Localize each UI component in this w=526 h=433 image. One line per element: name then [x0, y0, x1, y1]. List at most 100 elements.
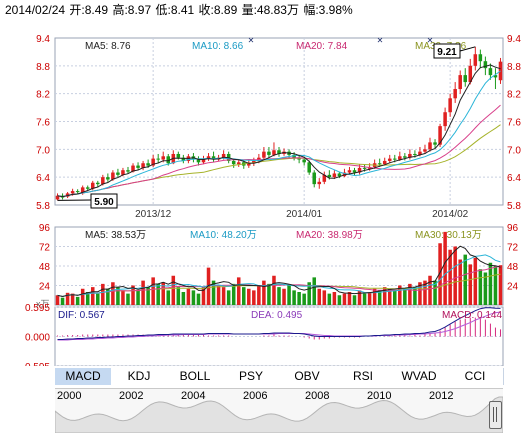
volume-bar — [393, 290, 397, 305]
candle-body — [221, 153, 226, 158]
candle-body — [55, 195, 60, 200]
candle-body — [75, 191, 80, 193]
volume-bar — [146, 287, 150, 305]
candle-body — [387, 158, 392, 161]
volume-bar — [80, 288, 85, 305]
price-y-tick-left: 9.4 — [36, 34, 50, 45]
volume-bar — [65, 292, 70, 305]
navigator-year-label: 2012 — [429, 390, 454, 402]
tab-cci[interactable]: CCI — [447, 368, 504, 385]
volume-bar — [478, 269, 483, 305]
volume-bar — [493, 266, 498, 305]
candle-body — [382, 160, 387, 165]
candle-body — [473, 54, 478, 66]
tab-psy[interactable]: PSY — [223, 368, 280, 385]
high-label: 9.21 — [437, 47, 457, 58]
candle-body — [443, 112, 447, 127]
candle-body — [131, 165, 135, 172]
navigator-year-label: 2002 — [119, 390, 144, 402]
candle-body — [453, 89, 457, 99]
timeline-navigator[interactable]: 2000 2002 2004 2006 2008 2010 2012 — [55, 388, 503, 433]
volume-bar — [418, 282, 422, 305]
volume-bar — [121, 290, 125, 305]
dea-legend: DEA: 0.495 — [251, 310, 303, 321]
candle-body — [488, 68, 493, 76]
candle-body — [181, 157, 186, 161]
price-y-tick-left: 8.2 — [36, 90, 50, 101]
ma10-legend: MA10: 8.66 — [192, 41, 244, 52]
candle-body — [377, 163, 382, 165]
tab-macd[interactable]: MACD — [55, 368, 112, 385]
candle-body — [146, 163, 150, 166]
vol-ma20-legend: MA20: 38.98万 — [296, 230, 363, 241]
volume-bar — [463, 254, 468, 305]
price-x-label: 2014/01 — [286, 209, 323, 220]
volume-bar — [272, 275, 276, 305]
volume-y-tick-left: 96 — [39, 223, 51, 234]
volume-bar — [443, 231, 447, 305]
volume-bar — [277, 287, 281, 305]
candle-body — [201, 158, 206, 163]
price-y-tick-right: 8.8 — [507, 62, 521, 73]
vol-ma5-line — [57, 245, 501, 298]
candle-body — [96, 182, 100, 185]
candle-body — [106, 177, 110, 180]
candle-body — [141, 163, 145, 168]
candle-body — [322, 174, 327, 182]
candle-body — [126, 170, 130, 172]
chart-canvas[interactable]: 9.4 9.4 8.8 8.8 8.2 8.2 7.6 7.6 7.0 7.0 6.4 6.4 5.8 5… — [0, 0, 526, 366]
quote-date: 2014/02/24 — [5, 3, 66, 17]
volume-bar — [206, 267, 211, 305]
candle-body — [206, 156, 211, 159]
volume-bar — [357, 290, 362, 305]
volume-bar — [332, 292, 337, 305]
candle-body — [211, 156, 216, 160]
candle-body — [85, 187, 90, 189]
volume-y-tick-left: 72 — [39, 243, 51, 254]
navigator-year-label: 2006 — [243, 390, 268, 402]
price-y-tick-left: 7.0 — [36, 145, 50, 156]
volume-bar — [382, 287, 387, 305]
volume-bar — [352, 295, 357, 305]
candle-body — [302, 159, 306, 163]
volume-bar — [221, 287, 226, 305]
volume-bar — [287, 285, 291, 305]
volume-y-tick-left: 24 — [39, 282, 51, 293]
candle-body — [262, 151, 266, 158]
tab-boll[interactable]: BOLL — [167, 368, 224, 385]
tab-kdj[interactable]: KDJ — [111, 368, 168, 385]
volume-bar — [236, 277, 241, 305]
volume-bar — [398, 285, 402, 305]
tab-obv[interactable]: OBV — [279, 368, 336, 385]
macd-y-tick: -0.595 — [22, 362, 51, 366]
volume-bar — [312, 277, 316, 305]
candle-body — [231, 160, 236, 165]
price-y-tick-right: 5.8 — [507, 201, 521, 212]
price-y-tick-left: 6.4 — [36, 173, 50, 184]
vol-ma10-line — [57, 254, 501, 298]
volume-bar — [85, 292, 90, 305]
tab-wvad[interactable]: WVAD — [391, 368, 448, 385]
volume-bar — [292, 290, 296, 305]
volume-bar — [337, 295, 342, 305]
volume-bar — [176, 287, 181, 305]
macd-y-tick: 0.000 — [25, 333, 50, 344]
candle-body — [252, 160, 256, 164]
candle-body — [236, 162, 241, 165]
candle-body — [448, 98, 452, 113]
price-y-tick-left: 5.8 — [36, 201, 50, 212]
ma20-legend: MA20: 7.84 — [296, 41, 348, 52]
quote-open: 开:8.49 — [69, 3, 109, 17]
volume-bar — [252, 290, 256, 305]
candle-body — [418, 151, 422, 155]
range-handle-left[interactable] — [489, 401, 502, 429]
tab-rsi[interactable]: RSI — [335, 368, 392, 385]
volume-bar — [498, 265, 503, 305]
candle-body — [468, 65, 473, 83]
quote-close: 收:8.89 — [198, 3, 238, 17]
volume-bar — [297, 292, 301, 305]
candle-body — [413, 153, 417, 155]
candle-body — [408, 153, 412, 158]
volume-bar — [161, 282, 165, 305]
quote-header: 2014/02/24 开:8.49 高:8.97 低:8.41 收:8.89 量… — [5, 1, 354, 18]
